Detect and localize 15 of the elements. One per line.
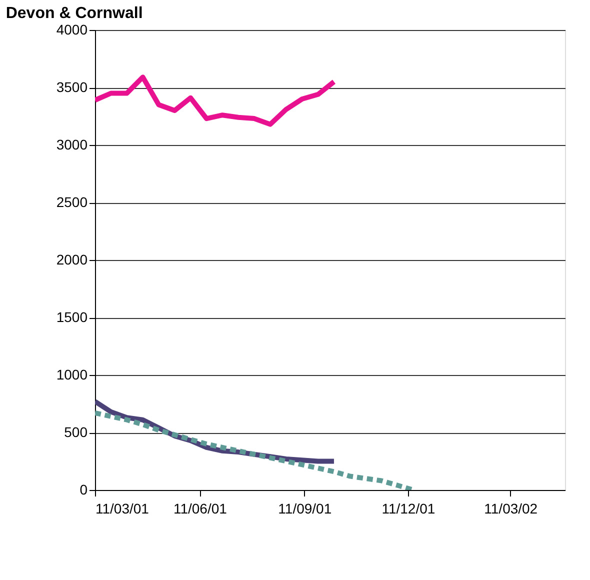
y-tick-label: 1500 bbox=[56, 309, 88, 325]
chart-title: Devon & Cornwall bbox=[6, 5, 143, 22]
x-tick-label: 11/06/01 bbox=[173, 500, 228, 516]
y-tick-label: 2500 bbox=[56, 194, 88, 210]
x-tick-label: 11/09/01 bbox=[278, 500, 332, 516]
y-tick-label: 2000 bbox=[56, 252, 88, 268]
y-tick-label: 0 bbox=[80, 482, 88, 498]
y-tick-label: 3000 bbox=[56, 136, 88, 152]
x-tick-label: 11/03/02 bbox=[484, 500, 538, 516]
y-tick-label: 1000 bbox=[56, 366, 88, 382]
y-tick-label: 4000 bbox=[56, 22, 88, 38]
x-tick-label: 11/03/01 bbox=[96, 500, 150, 516]
y-tick-label: 500 bbox=[64, 424, 88, 440]
y-tick-label: 3500 bbox=[56, 79, 88, 95]
x-tick-label: 11/12/01 bbox=[382, 500, 436, 516]
